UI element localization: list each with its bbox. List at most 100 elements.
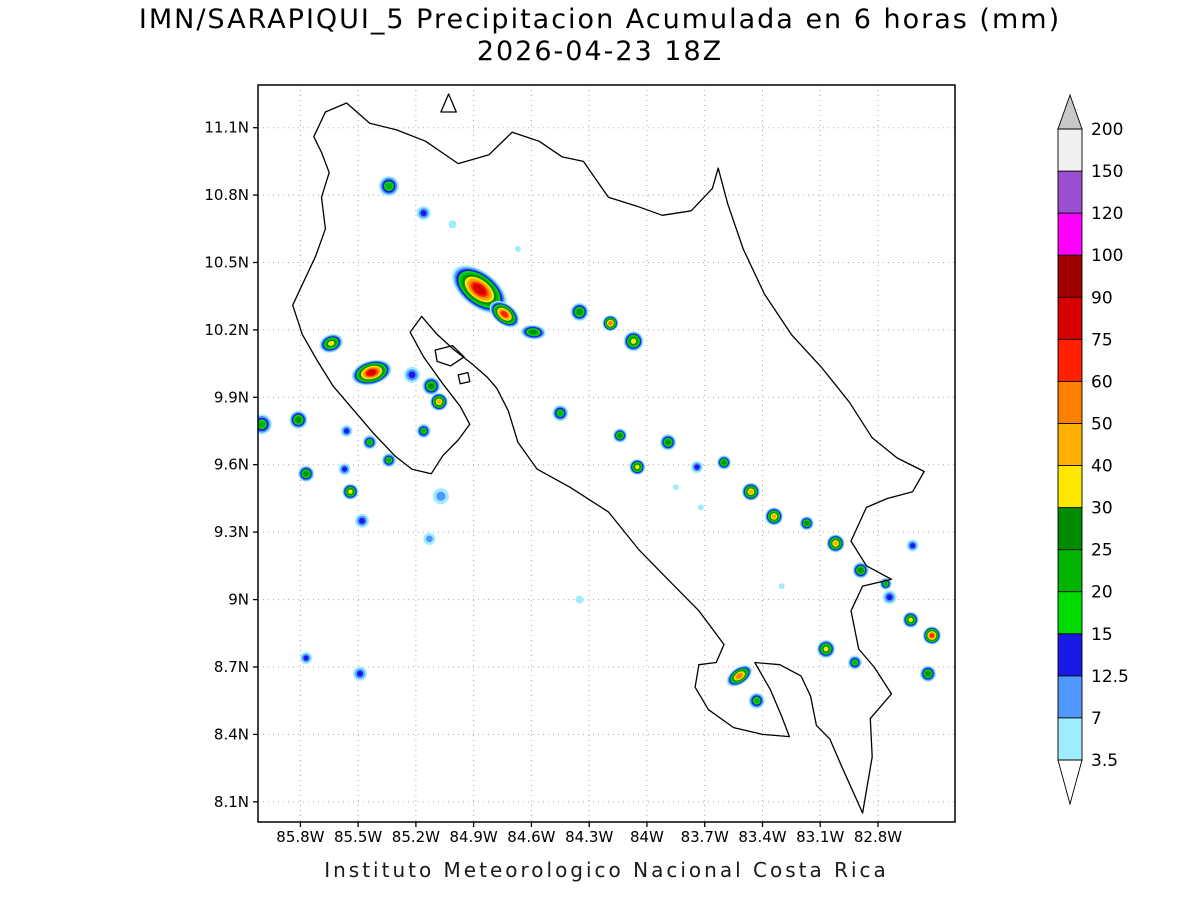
colorbar-segment bbox=[1057, 633, 1083, 677]
y-tick-label: 9.3N bbox=[214, 523, 249, 541]
y-tick-label: 10.2N bbox=[204, 321, 249, 339]
axis-labels: 11.1N 10.8N 10.5N 10.2N 9.9N 9.6N 9.3N 9N 8.7N 8.… bbox=[204, 119, 902, 846]
colorbar-level-label: 7 bbox=[1091, 709, 1102, 729]
precip-cell bbox=[353, 666, 367, 681]
precip-cell bbox=[748, 692, 765, 709]
precip-cell bbox=[340, 425, 353, 437]
colorbar-level-label: 60 bbox=[1091, 372, 1113, 392]
precip-cell bbox=[717, 455, 731, 470]
colorbar-level-label: 15 bbox=[1091, 625, 1113, 645]
precip-cell bbox=[520, 324, 546, 340]
plot-area bbox=[258, 85, 955, 822]
precip-cell bbox=[741, 482, 760, 501]
colorbar-segment bbox=[1057, 128, 1083, 173]
precip-cell bbox=[430, 392, 448, 411]
colorbar: 200 150 120 100 90 75 60 50 40 30 25 20 15 12.5 7 3.5 bbox=[1057, 93, 1129, 806]
precip-cell bbox=[355, 513, 369, 528]
x-tick-label: 84.6W bbox=[507, 828, 555, 846]
x-tick-label: 83.1W bbox=[796, 828, 844, 846]
y-tick-label: 10.8N bbox=[204, 186, 249, 204]
y-tick-label: 8.7N bbox=[214, 658, 249, 676]
colorbar-segment bbox=[1057, 212, 1083, 257]
y-tick-label: 9.9N bbox=[214, 388, 249, 406]
precip-cell bbox=[602, 315, 619, 332]
precip-cell bbox=[660, 434, 677, 451]
precip-cell bbox=[613, 428, 627, 443]
colorbar-level-label: 150 bbox=[1091, 162, 1123, 182]
precip-cell bbox=[826, 534, 845, 553]
precip-cell bbox=[847, 655, 862, 670]
colorbar-bottom-arrow bbox=[1057, 759, 1083, 806]
x-tick-label: 85.5W bbox=[334, 828, 382, 846]
colorbar-segment bbox=[1057, 423, 1083, 467]
colorbar-level-label: 40 bbox=[1091, 457, 1113, 477]
colorbar-segment bbox=[1057, 296, 1083, 341]
x-tick-label: 82.8W bbox=[854, 828, 902, 846]
colorbar-top-arrow bbox=[1057, 93, 1083, 130]
y-tick-label: 8.1N bbox=[214, 793, 249, 811]
precip-cell bbox=[906, 539, 919, 552]
precip-cell bbox=[351, 359, 392, 386]
y-tick-label: 8.4N bbox=[214, 725, 249, 743]
x-tick-label: 84.3W bbox=[565, 828, 613, 846]
precip-cell bbox=[432, 488, 449, 505]
precip-cell bbox=[726, 665, 753, 687]
precip-cell bbox=[514, 246, 521, 252]
precip-cell bbox=[258, 414, 272, 435]
colorbar-segment bbox=[1057, 338, 1083, 383]
chart-title-line2: 2026-04-23 18Z bbox=[476, 35, 724, 67]
plot-border bbox=[257, 84, 956, 823]
x-tick-label: 83.7W bbox=[681, 828, 729, 846]
precip-cell bbox=[338, 463, 351, 476]
colorbar-level-label: 12.5 bbox=[1091, 667, 1129, 687]
precip-cell bbox=[416, 206, 431, 221]
precip-cell bbox=[452, 265, 507, 314]
precip-cell bbox=[416, 424, 431, 438]
gridlines bbox=[258, 85, 955, 822]
colorbar-segment bbox=[1057, 717, 1083, 762]
precip-cell bbox=[423, 532, 436, 545]
island-outline bbox=[440, 93, 457, 113]
precip-cell bbox=[570, 302, 589, 321]
colorbar-level-label: 100 bbox=[1091, 246, 1123, 266]
y-tick-label: 10.5N bbox=[204, 254, 249, 272]
precip-cell bbox=[552, 405, 569, 422]
precip-cell bbox=[378, 176, 399, 197]
footer-caption: Instituto Meteorologico Nacional Costa R… bbox=[324, 858, 889, 882]
costa-rica-outline bbox=[292, 102, 925, 814]
y-tick-label: 9N bbox=[228, 591, 249, 609]
x-tick-label: 83.4W bbox=[738, 828, 786, 846]
coastline bbox=[292, 93, 925, 814]
precip-cell bbox=[922, 626, 941, 645]
colorbar-segment bbox=[1057, 591, 1083, 635]
precip-cell bbox=[362, 435, 377, 450]
colorbar-segment bbox=[1057, 170, 1083, 215]
precip-cell bbox=[575, 595, 584, 604]
island-outline bbox=[434, 344, 465, 367]
colorbar-level-label: 25 bbox=[1091, 541, 1113, 561]
precip-cell bbox=[852, 562, 869, 579]
colorbar-level-label: 200 bbox=[1091, 120, 1123, 140]
island-outline bbox=[457, 371, 471, 385]
precip-cell bbox=[697, 504, 704, 511]
colorbar-segment bbox=[1057, 507, 1083, 551]
x-tick-label: 84.9W bbox=[449, 828, 497, 846]
colorbar-segment bbox=[1057, 380, 1083, 425]
colorbar-level-label: 90 bbox=[1091, 288, 1113, 308]
colorbar-segment bbox=[1057, 465, 1083, 509]
colorbar-segment bbox=[1057, 549, 1083, 593]
colorbar-level-label: 120 bbox=[1091, 204, 1123, 224]
precip-cell bbox=[300, 652, 313, 664]
colorbar-level-label: 30 bbox=[1091, 499, 1113, 519]
precip-cell bbox=[778, 583, 785, 590]
precip-cell bbox=[799, 516, 814, 531]
precip-cell bbox=[920, 665, 936, 682]
chart-title-line1: IMN/SARAPIQUI_5 Precipitacion Acumulada … bbox=[138, 4, 1062, 35]
precip-cell bbox=[381, 453, 396, 468]
x-tick-label: 85.2W bbox=[392, 828, 440, 846]
chart-title: IMN/SARAPIQUI_5 Precipitacion Acumulada … bbox=[0, 4, 1200, 68]
precip-cell bbox=[902, 611, 919, 628]
precip-cell bbox=[882, 590, 897, 605]
